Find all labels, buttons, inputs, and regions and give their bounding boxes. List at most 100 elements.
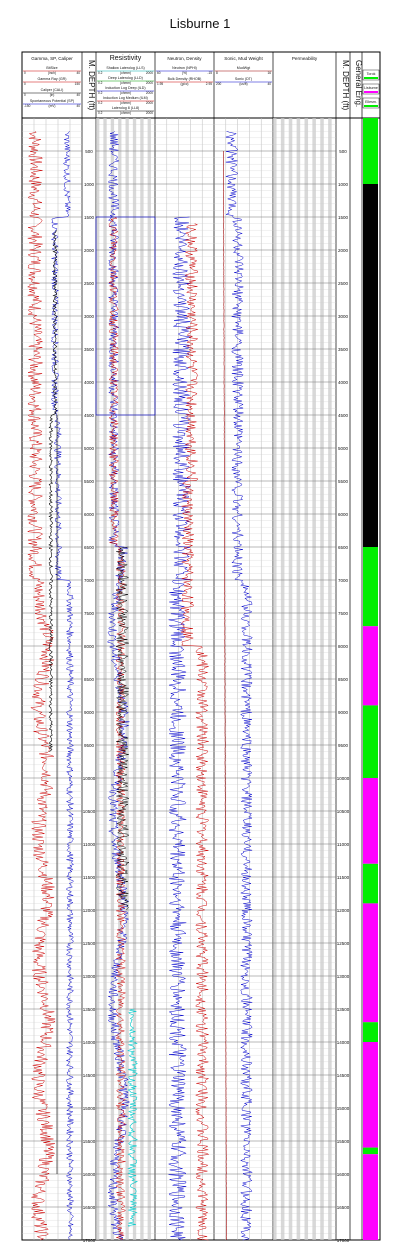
curve-scale-max: 2000: [146, 101, 153, 105]
depth-tick-label: 16500: [83, 1205, 96, 1210]
curve-name: Caliper (CALI): [41, 88, 64, 92]
rhob-curve: [180, 223, 210, 1241]
depth-axis-title: M. DEPTH (ft): [87, 60, 96, 111]
curve-scale-min: 0.2: [98, 71, 103, 75]
ll8-curve: [115, 546, 130, 911]
curve-scale-min: 0: [24, 93, 26, 97]
gamma-ray-curve: [26, 131, 56, 1241]
depth-tick-label: 11000: [83, 842, 96, 847]
curve-unit: (ohmm): [120, 111, 131, 115]
curve-scale-min: 0: [24, 82, 26, 86]
curve-unit: (ohmm): [120, 71, 131, 75]
depth-tick-label-right: 13000: [337, 974, 350, 979]
curve-name: Spontaneous Potential (SP): [30, 99, 74, 103]
depth-tick-label-right: 3500: [338, 347, 349, 352]
curve-scale-max: -15: [207, 71, 212, 75]
depth-tick-label-right: 12500: [337, 941, 350, 946]
curve-name: Laterolog 8 (LL8): [112, 106, 139, 110]
geology-interval: [363, 863, 378, 904]
curve-name: Neutron (NPHI): [172, 66, 197, 70]
depth-tick-label: 9000: [84, 710, 95, 715]
depth-tick-label: 7000: [84, 578, 95, 583]
depth-tick-label: 3000: [84, 314, 95, 319]
geology-interval: [363, 1042, 378, 1148]
depth-tick-label-right: 9500: [338, 743, 349, 748]
curve-unit: (mV): [49, 104, 56, 108]
curve-scale-max: 2000: [146, 111, 153, 115]
track-title: Resistivity: [110, 55, 142, 62]
depth-tick-label-right: 15000: [337, 1106, 350, 1111]
lls-curve: [127, 1008, 139, 1227]
depth-tick-label-right: 8000: [338, 644, 349, 649]
depth-tick-label: 5500: [84, 479, 95, 484]
curve-name: Deep Laterolog (LLD): [108, 76, 143, 80]
curve-scale-min: 0.2: [98, 91, 103, 95]
depth-tick-label-right: 1000: [338, 182, 349, 187]
curve-scale-min: 200: [216, 82, 222, 86]
depth-tick-label-right: 4500: [338, 413, 349, 418]
nphi-curve: [167, 216, 192, 1241]
geology-legend-swatch: [364, 91, 378, 93]
depth-tick-label: 13000: [83, 974, 96, 979]
depth-tick-label-right: 4000: [338, 380, 349, 385]
sonic-curve: [225, 130, 254, 1241]
geology-legend-swatch: [364, 77, 378, 79]
depth-tick-label: 6500: [84, 545, 95, 550]
depth-tick-label-right: 12000: [337, 908, 350, 913]
track-title: Sonic, Mud Weight: [224, 56, 263, 61]
depth-tick-label-right: 2000: [338, 248, 349, 253]
track-title: Permeability: [292, 56, 318, 61]
depth-tick-label: 10500: [83, 809, 96, 814]
caliper-curve: [48, 230, 58, 752]
chart-title: Lisburne 1: [169, 16, 231, 31]
sp-curve: [50, 131, 75, 1241]
depth-tick-label: 3500: [84, 347, 95, 352]
depth-tick-label: 12000: [83, 908, 96, 913]
curve-name: Sonic (DT): [235, 77, 252, 81]
geology-interval: [363, 705, 378, 778]
curve-name: Shallow Laterolog (LLS): [106, 66, 144, 70]
depth-tick-label-right: 15500: [337, 1139, 350, 1144]
ilm-curve: [108, 216, 127, 1241]
depth-tick-label: 5000: [84, 446, 95, 451]
depth-tick-label-right: 6000: [338, 512, 349, 517]
depth-tick-label-right: 14000: [337, 1040, 350, 1045]
curve-name: BitSize: [46, 66, 57, 70]
curve-scale-max: 40: [267, 82, 271, 86]
curve-scale-min: -150: [24, 104, 31, 108]
curve-name: MudWgt: [237, 66, 250, 70]
depth-tick-label-right: 500: [339, 149, 347, 154]
curve-unit: (inch): [48, 71, 56, 75]
geology-legend-label: Torok: [367, 72, 376, 76]
depth-tick-label: 13500: [83, 1007, 96, 1012]
curve-scale-min: 0.2: [98, 101, 103, 105]
curve-scale-min: 60: [157, 71, 161, 75]
depth-tick-label: 500: [85, 149, 93, 154]
depth-tick-label: 12500: [83, 941, 96, 946]
depth-tick-label-right: 5500: [338, 479, 349, 484]
depth-tick-label: 2000: [84, 248, 95, 253]
depth-tick-label-right: 7500: [338, 611, 349, 616]
curve-scale-min: 8: [216, 71, 218, 75]
depth-tick-label: 15000: [83, 1106, 96, 1111]
geology-legend-box: [362, 83, 380, 95]
curve-scale-max: 16: [267, 71, 271, 75]
depth-tick-label: 1000: [84, 182, 95, 187]
curve-unit: (g/cc): [181, 82, 189, 86]
mudweight-curve: [223, 150, 227, 1241]
curve-name: Gamma Ray (GR): [38, 77, 67, 81]
depth-tick-label-right: 10000: [337, 776, 350, 781]
curve-unit: (ohmm): [120, 81, 131, 85]
geology-interval: [363, 778, 378, 864]
curve-unit: (in): [50, 93, 55, 97]
geology-track-title: General Eng.: [354, 60, 363, 107]
curve-scale-max: 2000: [146, 91, 153, 95]
depth-tick-label: 9500: [84, 743, 95, 748]
curve-scale-min: 0: [24, 71, 26, 75]
depth-tick-label-right: 14500: [337, 1073, 350, 1078]
geology-legend-label: Ellesm.: [365, 100, 377, 104]
curve-name: Bulk Density (RHOB): [168, 77, 202, 81]
curve-scale-min: 0.2: [98, 81, 103, 85]
depth-tick-label-right: 11500: [337, 875, 350, 880]
